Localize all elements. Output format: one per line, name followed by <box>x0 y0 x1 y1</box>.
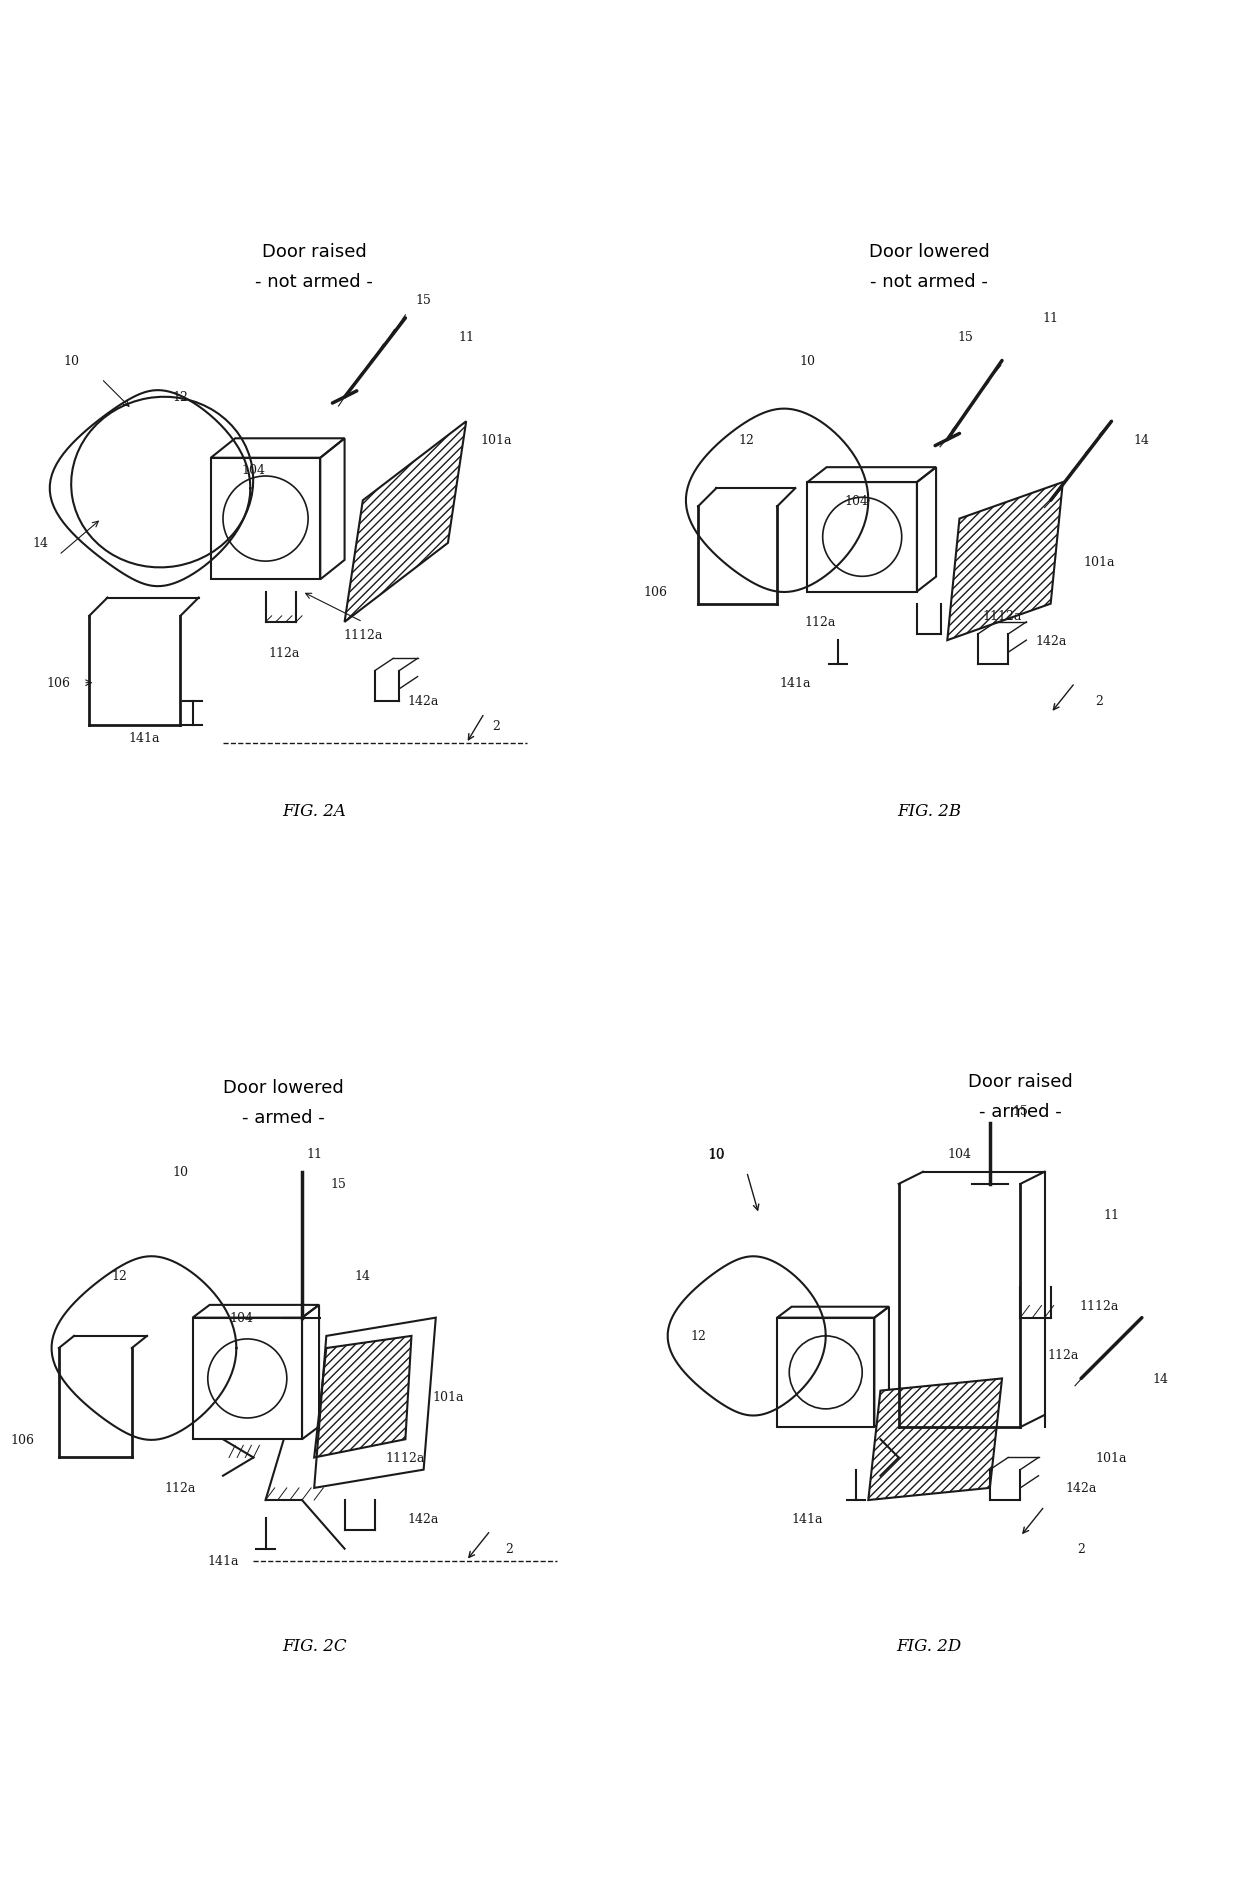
Text: 14: 14 <box>1152 1372 1168 1386</box>
Text: 142a: 142a <box>1065 1482 1096 1494</box>
Text: 112a: 112a <box>804 617 836 628</box>
Polygon shape <box>345 421 466 623</box>
Text: 2: 2 <box>1095 695 1104 708</box>
Text: 12: 12 <box>112 1270 128 1281</box>
Text: FIG. 2C: FIG. 2C <box>281 1638 346 1655</box>
Text: 11: 11 <box>458 330 474 344</box>
Polygon shape <box>868 1378 1002 1499</box>
Text: 106: 106 <box>644 586 667 598</box>
Text: 15: 15 <box>415 294 432 307</box>
Text: - armed -: - armed - <box>978 1103 1061 1120</box>
Text: 12: 12 <box>172 391 188 404</box>
Text: 104: 104 <box>844 495 868 507</box>
Text: Door lowered: Door lowered <box>223 1078 345 1095</box>
Text: 142a: 142a <box>408 695 439 708</box>
Text: 112a: 112a <box>1047 1348 1079 1361</box>
Text: 2: 2 <box>1078 1543 1085 1554</box>
Text: - not armed -: - not armed - <box>870 273 988 290</box>
Text: 104: 104 <box>947 1148 971 1160</box>
Text: 15: 15 <box>957 330 973 344</box>
Text: 11: 11 <box>1104 1209 1120 1220</box>
Text: 101a: 101a <box>1084 556 1115 568</box>
Text: 10: 10 <box>708 1148 724 1160</box>
Text: - not armed -: - not armed - <box>255 273 373 290</box>
Text: 1112a: 1112a <box>386 1452 425 1463</box>
Text: 141a: 141a <box>791 1513 823 1524</box>
Text: 12: 12 <box>691 1330 706 1342</box>
Text: 112a: 112a <box>165 1482 196 1494</box>
Polygon shape <box>947 482 1063 642</box>
Text: - armed -: - armed - <box>242 1108 325 1126</box>
Text: 14: 14 <box>355 1270 371 1281</box>
Text: 1112a: 1112a <box>1080 1300 1118 1312</box>
Text: 14: 14 <box>32 537 48 550</box>
Text: 101a: 101a <box>433 1391 464 1403</box>
Text: 141a: 141a <box>780 678 811 689</box>
Text: 142a: 142a <box>408 1513 439 1524</box>
Text: 101a: 101a <box>481 435 512 446</box>
Text: Door raised: Door raised <box>968 1072 1073 1089</box>
Text: 15: 15 <box>331 1179 346 1190</box>
Text: 106: 106 <box>10 1433 35 1446</box>
Text: 112a: 112a <box>268 647 300 659</box>
Text: 101a: 101a <box>1096 1452 1127 1463</box>
Text: 2: 2 <box>505 1543 512 1554</box>
Text: 10: 10 <box>800 355 816 368</box>
Text: 141a: 141a <box>128 731 160 744</box>
Text: FIG. 2D: FIG. 2D <box>897 1638 962 1655</box>
Text: Door lowered: Door lowered <box>869 243 990 260</box>
Text: 12: 12 <box>739 435 755 446</box>
Text: 106: 106 <box>47 678 71 689</box>
Text: 14: 14 <box>1133 435 1149 446</box>
Polygon shape <box>314 1336 412 1458</box>
Text: 1112a: 1112a <box>982 609 1022 623</box>
Text: FIG. 2A: FIG. 2A <box>283 803 346 820</box>
Text: 11: 11 <box>1043 313 1059 325</box>
Text: Door raised: Door raised <box>262 243 367 260</box>
Text: 104: 104 <box>229 1312 253 1325</box>
Text: 1112a: 1112a <box>343 628 382 642</box>
Text: 11: 11 <box>306 1148 322 1160</box>
Text: 10: 10 <box>708 1146 725 1162</box>
Text: 10: 10 <box>172 1165 188 1179</box>
Text: 10: 10 <box>63 355 79 368</box>
Text: 104: 104 <box>242 465 265 476</box>
Text: FIG. 2B: FIG. 2B <box>897 803 961 820</box>
Text: 141a: 141a <box>207 1554 239 1568</box>
Text: 15: 15 <box>1012 1105 1028 1118</box>
Text: 2: 2 <box>492 719 501 733</box>
Text: 142a: 142a <box>1035 634 1066 647</box>
